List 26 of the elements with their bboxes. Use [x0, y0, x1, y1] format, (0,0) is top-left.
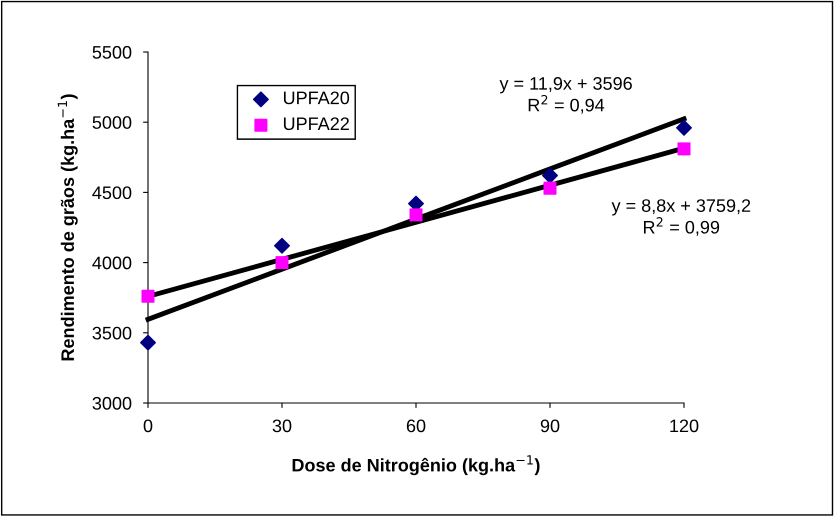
x-tick-label: 60	[406, 419, 426, 432]
x-tick-label: 30	[272, 419, 292, 432]
point	[141, 290, 155, 303]
y-tick-label: 4000	[92, 256, 132, 270]
annotation: y = 8,8x + 3759,2 R$^{2}$ = 0,99	[612, 199, 750, 236]
point	[542, 168, 558, 184]
annotation: y = 11,9x + 3596 R$^{2}$ = 0,94	[500, 77, 632, 114]
legend-label: UPFA20	[284, 91, 350, 104]
point	[140, 334, 156, 351]
point	[677, 142, 691, 156]
y-tick-label: 4500	[92, 186, 132, 200]
x-tick-label: 0	[144, 419, 152, 432]
point	[275, 256, 289, 270]
y-tick-label: 3000	[92, 396, 132, 410]
x-tick-label: 120	[670, 419, 698, 432]
point	[543, 182, 557, 195]
x-axis-title: Dose de Nitrogênio (kg.ha$^{−1}$)	[292, 455, 540, 476]
y-axis-title: Rendimento de grãos (kg.ha$^{−1}$)	[58, 94, 78, 360]
legend-label: UPFA22	[284, 117, 349, 130]
point	[676, 120, 692, 136]
y-tick-label: 5500	[92, 46, 132, 59]
x-tick-label: 90	[540, 419, 560, 432]
point	[274, 238, 290, 254]
y-tick-label: 5000	[92, 116, 132, 129]
y-tick-label: 3500	[92, 326, 132, 340]
point	[409, 208, 423, 222]
